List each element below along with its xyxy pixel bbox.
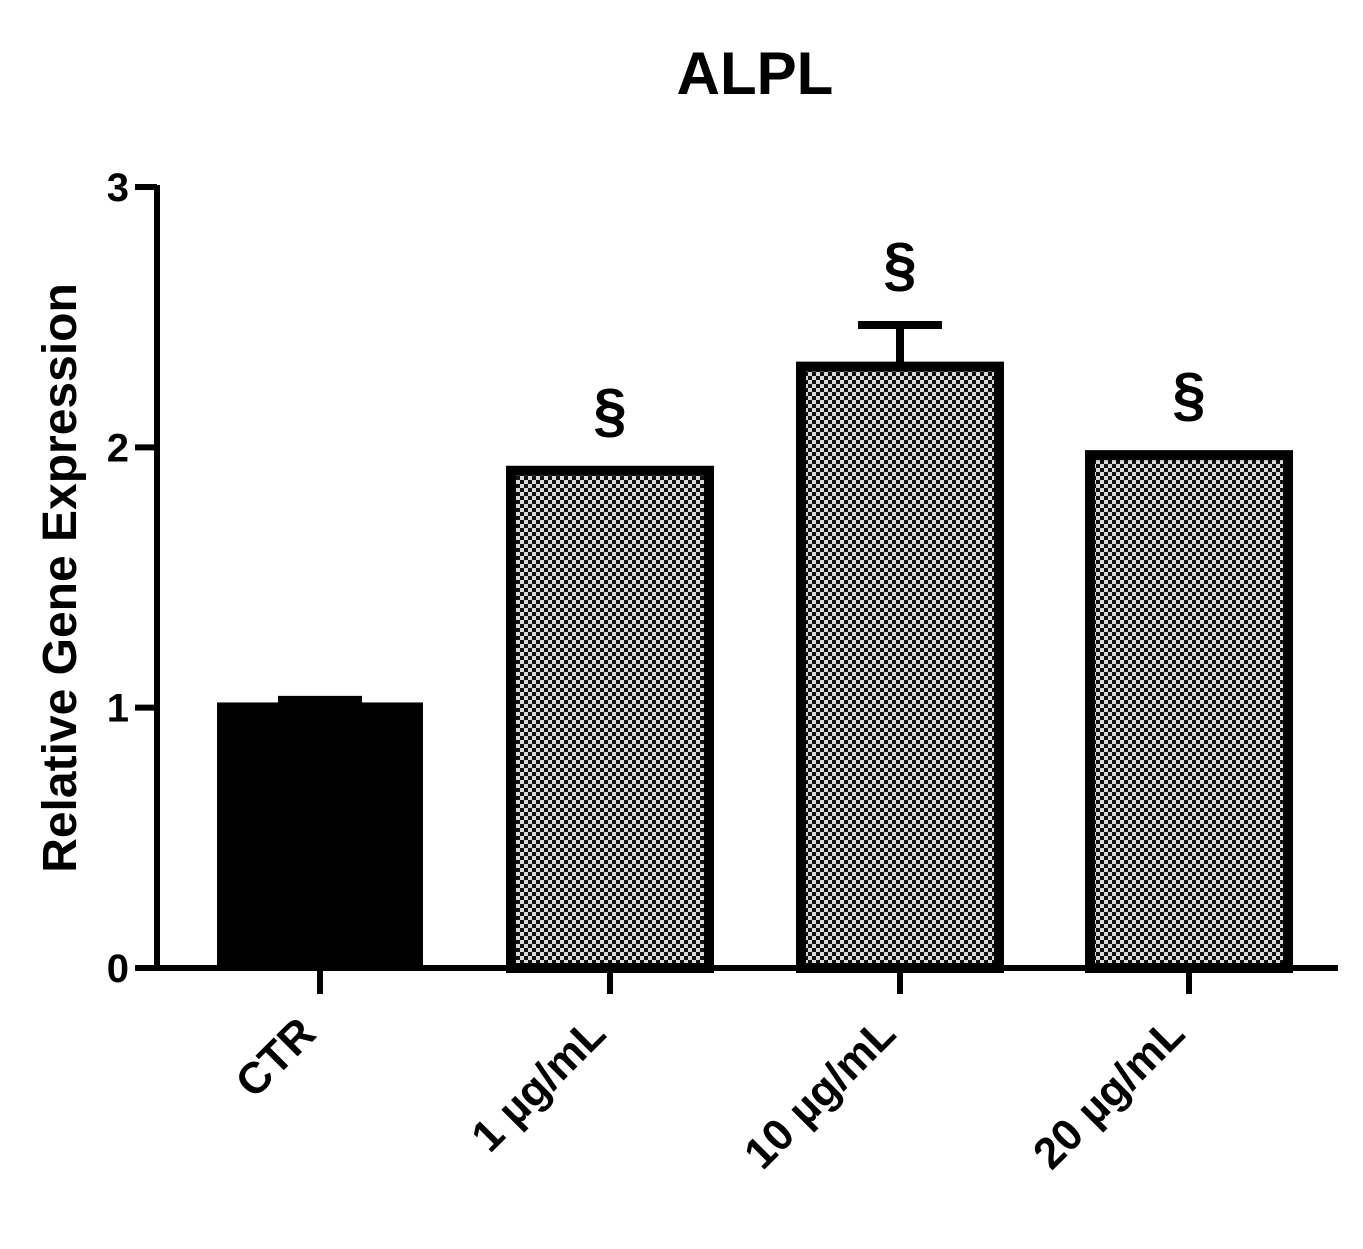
- x-tick-label: CTR: [226, 1008, 325, 1107]
- significance-marker: §: [593, 377, 626, 444]
- bar: [217, 702, 423, 968]
- bar: [1085, 450, 1293, 974]
- bar: [506, 465, 714, 973]
- y-tick-label: 2: [107, 426, 129, 470]
- bars: [217, 320, 1293, 974]
- bar: [796, 361, 1004, 973]
- y-tick-label: 1: [107, 687, 129, 731]
- chart-title: ALPL: [677, 40, 834, 107]
- y-tick-label: 0: [107, 947, 129, 991]
- x-tick-label: 10 µg/mL: [735, 1008, 905, 1178]
- x-tick-label: 20 µg/mL: [1024, 1008, 1194, 1178]
- x-tick-label: 1 µg/mL: [462, 1008, 615, 1161]
- significance-marker: §: [883, 231, 916, 298]
- y-tick-label: 3: [107, 166, 129, 210]
- y-axis-label: Relative Gene Expression: [34, 283, 87, 873]
- significance-marker: §: [1172, 361, 1205, 428]
